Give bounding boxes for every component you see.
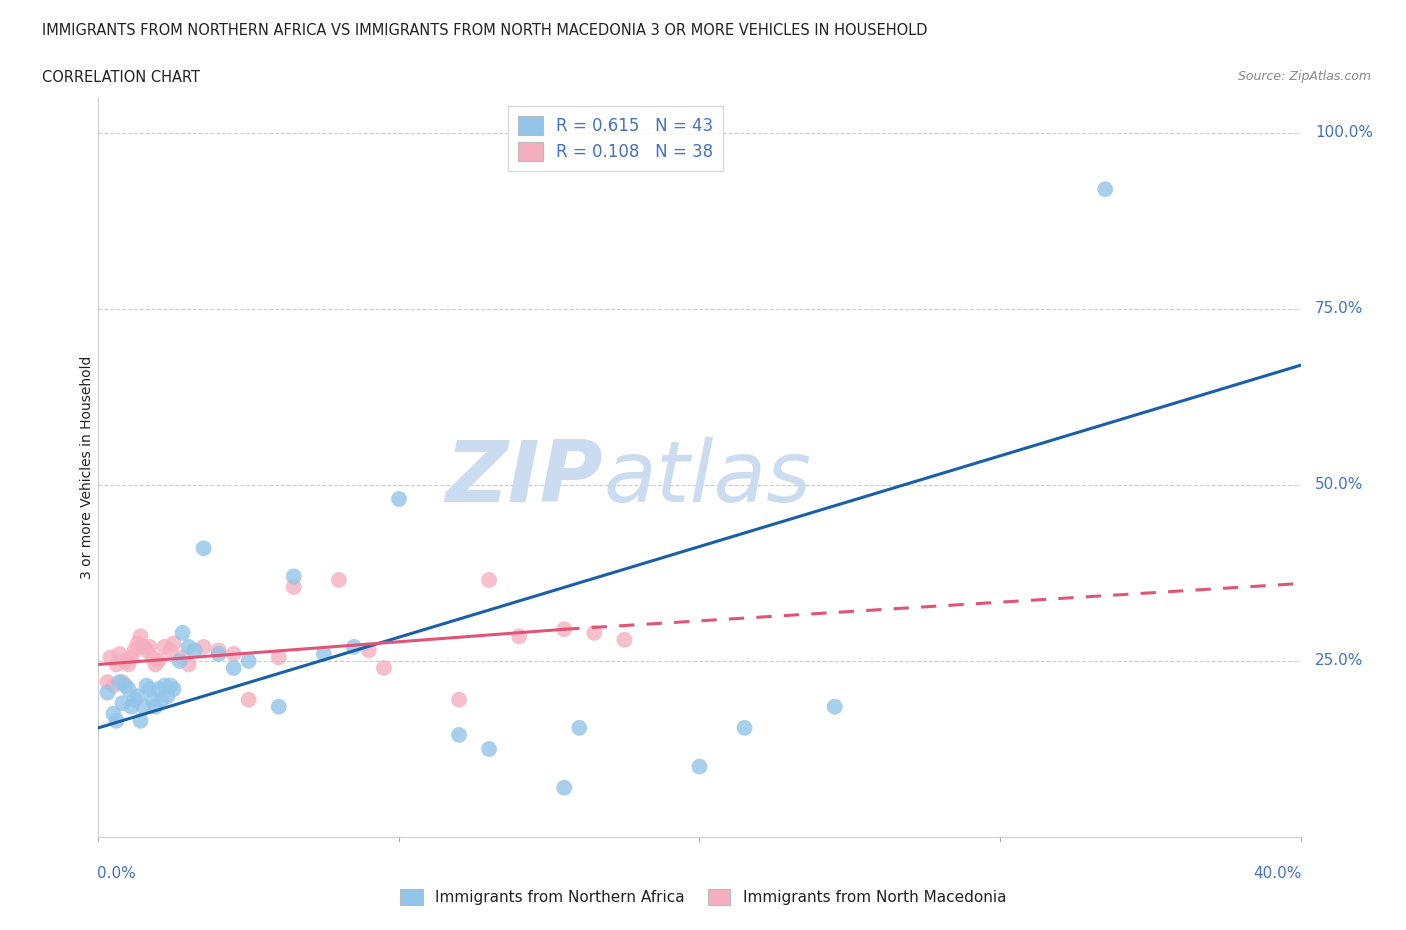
Text: 100.0%: 100.0%: [1315, 126, 1374, 140]
Point: [447, 727, 470, 742]
Point: [124, 643, 146, 658]
Point: [478, 741, 501, 756]
Point: [132, 699, 155, 714]
Point: [96, 685, 118, 700]
Point: [162, 682, 184, 697]
Point: [208, 646, 231, 661]
Point: [132, 640, 155, 655]
Point: [138, 640, 160, 655]
Point: [613, 632, 636, 647]
Point: [145, 657, 167, 671]
Point: [100, 650, 122, 665]
Point: [169, 654, 191, 669]
Text: 50.0%: 50.0%: [1315, 477, 1364, 492]
Y-axis label: 3 or more Vehicles in Household: 3 or more Vehicles in Household: [80, 355, 94, 579]
Point: [105, 657, 128, 671]
Point: [145, 699, 167, 714]
Point: [447, 692, 470, 707]
Point: [141, 692, 163, 707]
Point: [141, 650, 163, 665]
Text: 0.0%: 0.0%: [97, 866, 136, 881]
Point: [238, 692, 260, 707]
Point: [111, 674, 134, 689]
Point: [114, 654, 136, 669]
Point: [162, 636, 184, 651]
Point: [103, 707, 125, 722]
Point: [283, 579, 305, 594]
Point: [312, 646, 335, 661]
Point: [478, 573, 501, 588]
Point: [267, 650, 290, 665]
Point: [150, 692, 173, 707]
Point: [96, 674, 118, 689]
Point: [153, 640, 176, 655]
Point: [117, 657, 139, 671]
Point: [121, 650, 143, 665]
Text: CORRELATION CHART: CORRELATION CHART: [42, 70, 200, 85]
Point: [1094, 181, 1116, 196]
Point: [105, 713, 128, 728]
Point: [129, 713, 152, 728]
Point: [148, 654, 170, 669]
Point: [153, 678, 176, 693]
Point: [357, 643, 380, 658]
Legend: Immigrants from Northern Africa, Immigrants from North Macedonia: Immigrants from Northern Africa, Immigra…: [394, 883, 1012, 911]
Point: [343, 640, 366, 655]
Point: [159, 643, 181, 658]
Point: [129, 629, 152, 644]
Point: [283, 569, 305, 584]
Point: [121, 699, 143, 714]
Point: [111, 696, 134, 711]
Point: [172, 650, 194, 665]
Point: [222, 646, 245, 661]
Point: [172, 625, 194, 640]
Point: [508, 629, 530, 644]
Point: [568, 721, 591, 736]
Point: [177, 657, 200, 671]
Point: [108, 674, 131, 689]
Point: [156, 689, 179, 704]
Point: [148, 682, 170, 697]
Point: [124, 692, 146, 707]
Point: [117, 682, 139, 697]
Point: [114, 678, 136, 693]
Point: [108, 646, 131, 661]
Point: [553, 622, 575, 637]
Point: [328, 573, 350, 588]
Text: atlas: atlas: [603, 437, 811, 520]
Text: Source: ZipAtlas.com: Source: ZipAtlas.com: [1237, 70, 1371, 83]
Text: 75.0%: 75.0%: [1315, 301, 1364, 316]
Point: [553, 780, 575, 795]
Point: [583, 625, 606, 640]
Point: [267, 699, 290, 714]
Point: [688, 759, 710, 774]
Point: [238, 654, 260, 669]
Legend: R = 0.615   N = 43, R = 0.108   N = 38: R = 0.615 N = 43, R = 0.108 N = 38: [508, 106, 723, 171]
Point: [824, 699, 846, 714]
Point: [208, 643, 231, 658]
Point: [138, 682, 160, 697]
Point: [177, 640, 200, 655]
Point: [183, 643, 205, 658]
Text: 25.0%: 25.0%: [1315, 654, 1364, 669]
Point: [159, 678, 181, 693]
Point: [373, 660, 395, 675]
Point: [135, 643, 157, 658]
Point: [193, 541, 215, 556]
Point: [734, 721, 756, 736]
Point: [193, 640, 215, 655]
Text: 40.0%: 40.0%: [1253, 866, 1302, 881]
Text: IMMIGRANTS FROM NORTHERN AFRICA VS IMMIGRANTS FROM NORTH MACEDONIA 3 OR MORE VEH: IMMIGRANTS FROM NORTHERN AFRICA VS IMMIG…: [42, 23, 928, 38]
Point: [103, 678, 125, 693]
Point: [388, 492, 411, 507]
Text: ZIP: ZIP: [446, 437, 603, 520]
Point: [127, 689, 149, 704]
Point: [222, 660, 245, 675]
Point: [135, 678, 157, 693]
Point: [127, 636, 149, 651]
